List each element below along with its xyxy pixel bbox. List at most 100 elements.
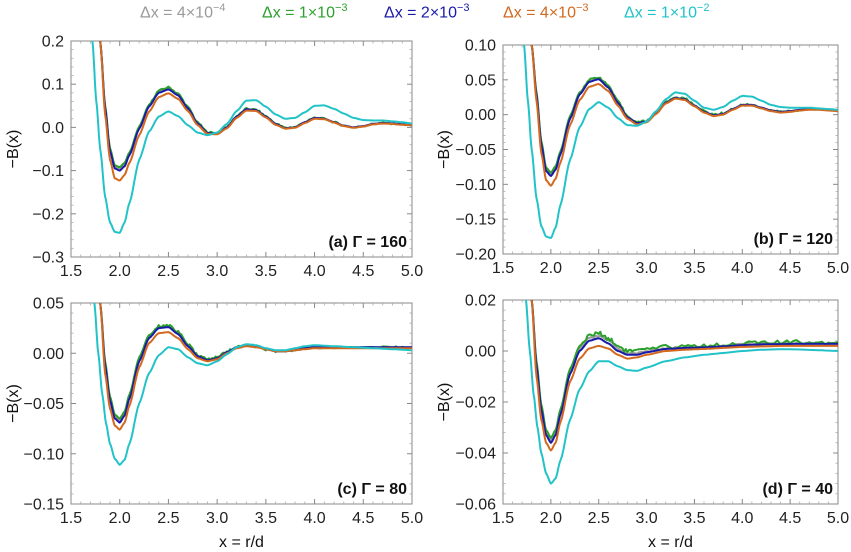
x-tick-label: 3.0 [206, 510, 228, 527]
x-tick-label: 3.0 [635, 260, 657, 277]
y-tick-label: 0.05 [33, 296, 64, 313]
x-tick-label: 1.5 [60, 510, 82, 527]
series-line-1 [530, 45, 838, 174]
x-tick-label: 3.5 [255, 510, 277, 527]
y-tick-label: −0.06 [456, 497, 497, 514]
x-tick-label: 3.5 [255, 263, 277, 280]
series-line-2 [530, 45, 838, 177]
y-axis-label: −B(x) [436, 130, 453, 169]
legend-entry-0: Δx = 4×10−4 [140, 2, 226, 22]
y-tick-label: 0.0 [42, 120, 64, 137]
series-group [93, 303, 412, 466]
plot-frame [70, 40, 413, 258]
legend-label: Δx = 4×10 [503, 4, 576, 22]
legend-label: Δx = 4×10 [140, 4, 213, 22]
y-tick-label: −0.15 [24, 497, 65, 514]
y-tick-label: −0.04 [456, 446, 497, 463]
series-line-1 [99, 41, 412, 169]
y-tick-label: −0.10 [456, 177, 497, 194]
series-line-1 [530, 300, 838, 439]
series-line-0 [99, 303, 412, 422]
series-line-2 [99, 41, 412, 172]
x-tick-label: 2.0 [109, 263, 131, 280]
series-line-0 [99, 41, 412, 170]
x-tick-label: 1.5 [492, 510, 514, 527]
x-tick-label: 3.5 [683, 510, 705, 527]
series-line-3 [530, 45, 838, 187]
x-tick-label: 5.0 [827, 260, 849, 277]
x-tick-label: 3.0 [206, 263, 228, 280]
series-line-0 [530, 45, 838, 175]
y-tick-label: 0.05 [465, 72, 496, 89]
legend-exponent: −3 [334, 2, 348, 14]
series-group [523, 45, 838, 239]
series-line-3 [99, 41, 412, 182]
plot-frame [70, 302, 413, 505]
y-tick-label: −0.02 [456, 395, 497, 412]
y-tick-label: −0.20 [456, 247, 497, 264]
legend: Δx = 4×10−4 Δx = 1×10−3 Δx = 2×10−3 Δx = 4×… [0, 2, 851, 24]
panel-title: (d) Γ = 40 [762, 481, 833, 498]
x-tick-label: 4.5 [352, 510, 374, 527]
x-tick-label: 2.5 [157, 510, 179, 527]
x-tick-label: 4.0 [303, 263, 325, 280]
x-tick-label: 2.5 [588, 260, 610, 277]
x-tick-label: 2.0 [540, 260, 562, 277]
x-tick-label: 4.5 [779, 260, 801, 277]
panel-title: (a) Γ = 160 [328, 234, 407, 251]
legend-exponent: −4 [212, 2, 226, 14]
series-line-3 [530, 300, 838, 452]
x-tick-label: 2.5 [157, 263, 179, 280]
legend-entry-1: Δx = 1×10−3 [262, 2, 348, 22]
x-tick-label: 4.5 [779, 510, 801, 527]
y-tick-label: −0.05 [24, 396, 65, 413]
series-group [91, 41, 412, 234]
legend-entry-4: Δx = 1×10−2 [624, 2, 710, 22]
x-tick-label: 3.0 [635, 510, 657, 527]
series-line-4 [93, 303, 412, 466]
y-axis-label: −B(x) [5, 130, 22, 169]
series-line-3 [99, 303, 412, 431]
series-group [525, 300, 838, 485]
panel-title: (c) Γ = 80 [337, 481, 407, 498]
x-tick-label: 5.0 [827, 510, 849, 527]
series-line-2 [99, 303, 412, 424]
y-tick-label: −0.2 [32, 206, 64, 223]
y-tick-label: −0.3 [32, 250, 64, 267]
x-tick-label: 4.0 [731, 510, 753, 527]
x-tick-label: 4.0 [731, 260, 753, 277]
x-tick-label: 1.5 [60, 263, 82, 280]
y-tick-label: 0.00 [465, 107, 496, 124]
y-tick-label: 0.00 [465, 344, 496, 361]
y-axis-label: −B(x) [436, 383, 453, 422]
series-line-4 [523, 45, 838, 239]
series-line-4 [91, 41, 412, 234]
y-tick-label: 0.02 [465, 293, 496, 310]
legend-entry-3: Δx = 4×10−3 [503, 2, 589, 22]
plot-frame [502, 299, 839, 505]
plot-frame [502, 44, 839, 255]
x-tick-label: 2.0 [109, 510, 131, 527]
legend-exponent: −3 [575, 2, 589, 14]
legend-label: Δx = 1×10 [262, 4, 335, 22]
panel-a: 1.5 2.0 2.5 3.0 3.5 4.0 4.5 5.0 −0.3 −0.2 −0.1 0.0 0… [5, 34, 423, 281]
y-tick-label: 0.10 [465, 38, 496, 55]
y-tick-label: −0.10 [24, 446, 65, 463]
legend-label: Δx = 1×10 [624, 4, 697, 22]
y-tick-label: 0.2 [42, 34, 64, 51]
series-line-1 [99, 303, 412, 420]
panel-b: 1.5 2.0 2.5 3.0 3.5 4.0 4.5 5.0−0.20−0.15−0.10−… [436, 38, 849, 278]
y-tick-label: −0.1 [32, 163, 64, 180]
x-tick-label: 2.0 [540, 510, 562, 527]
panel-c: 1.5 2.0 2.5 3.0 3.5 4.0 4.5 5.0 −0.15 −0.10 −0.05 0… [5, 296, 423, 552]
x-tick-label: 2.5 [588, 510, 610, 527]
legend-exponent: −3 [456, 2, 470, 14]
series-line-0 [530, 300, 838, 442]
legend-exponent: −2 [696, 2, 710, 14]
x-tick-label: 1.5 [492, 260, 514, 277]
y-tick-label: −0.05 [456, 142, 497, 159]
panel-title: (b) Γ = 120 [754, 231, 834, 248]
x-tick-label: 4.5 [352, 263, 374, 280]
x-tick-label: 3.5 [683, 260, 705, 277]
